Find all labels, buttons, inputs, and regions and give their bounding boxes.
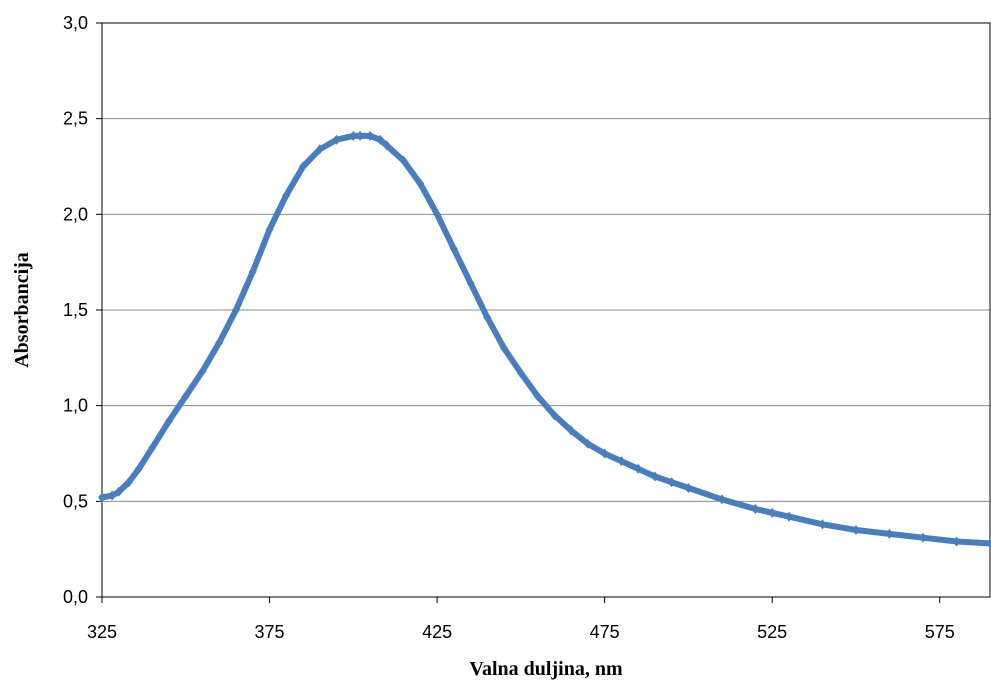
data-point	[449, 243, 458, 254]
data-point	[751, 503, 760, 514]
x-axis-title: Valna duljina, nm	[469, 658, 623, 680]
series-line	[99, 132, 991, 547]
data-point	[550, 410, 559, 421]
x-tick-label: 375	[255, 622, 285, 642]
data-point	[516, 368, 525, 379]
data-point	[134, 463, 143, 474]
data-point	[416, 178, 425, 189]
x-tick-label: 475	[590, 622, 620, 642]
data-point	[165, 415, 174, 426]
y-tick-label: 2,5	[63, 109, 88, 129]
data-point	[818, 519, 827, 530]
x-axis: 325 375 425 475 525 575	[87, 597, 955, 642]
data-point	[433, 209, 442, 220]
data-point	[918, 532, 927, 543]
data-point	[500, 343, 509, 354]
series-layer	[98, 130, 991, 549]
data-point	[382, 140, 391, 151]
data-point	[466, 278, 475, 289]
data-point	[483, 312, 492, 323]
data-point	[617, 456, 626, 467]
y-tick-label: 0,0	[63, 587, 88, 607]
data-point	[851, 525, 860, 536]
data-point	[215, 337, 224, 348]
data-point	[114, 486, 123, 497]
data-point	[232, 305, 241, 315]
data-point	[366, 130, 375, 141]
y-tick-label: 1,5	[63, 300, 88, 320]
y-tick-label: 3,0	[63, 13, 88, 33]
x-tick-label: 325	[87, 622, 117, 642]
data-point	[583, 438, 592, 449]
y-axis: 0,0 0,5 1,0 1,5 2,0 2,5 3,0	[63, 13, 102, 607]
data-point	[885, 528, 894, 539]
data-point	[768, 507, 777, 518]
data-point	[315, 144, 324, 155]
y-axis-title: Absorbancija	[11, 252, 33, 368]
data-point	[108, 490, 117, 501]
data-point	[600, 448, 609, 459]
data-point	[986, 538, 991, 549]
data-point	[332, 134, 341, 145]
data-point	[533, 391, 542, 402]
gridlines	[102, 118, 990, 502]
data-point	[650, 471, 659, 482]
data-point	[717, 494, 726, 505]
data-point	[124, 477, 133, 488]
data-point	[634, 463, 643, 474]
data-point	[399, 155, 408, 166]
y-tick-label: 0,5	[63, 491, 88, 511]
x-tick-label: 425	[422, 622, 452, 642]
data-point	[356, 130, 365, 141]
data-point	[349, 130, 358, 141]
data-point	[98, 492, 106, 503]
data-point	[784, 511, 793, 522]
data-point	[181, 391, 190, 402]
data-point	[299, 161, 308, 172]
y-tick-label: 1,0	[63, 396, 88, 416]
data-point	[282, 190, 291, 201]
data-point	[952, 536, 961, 547]
data-point	[567, 425, 576, 436]
x-tick-label: 525	[757, 622, 787, 642]
x-tick-label: 575	[925, 622, 955, 642]
data-point	[376, 134, 385, 145]
data-point	[148, 442, 157, 453]
data-point	[248, 266, 257, 277]
data-point	[667, 477, 676, 488]
data-point	[265, 224, 274, 235]
data-point	[198, 366, 207, 377]
y-tick-label: 2,0	[63, 204, 88, 224]
data-point	[684, 482, 693, 493]
